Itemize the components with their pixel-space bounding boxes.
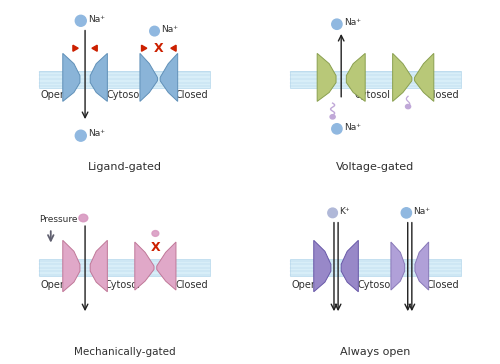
Polygon shape xyxy=(160,54,178,102)
Polygon shape xyxy=(142,45,147,51)
Polygon shape xyxy=(391,242,404,290)
Polygon shape xyxy=(63,240,80,292)
Text: K⁺: K⁺ xyxy=(339,207,350,215)
Ellipse shape xyxy=(406,104,410,109)
Text: Cytosol: Cytosol xyxy=(354,90,390,99)
Polygon shape xyxy=(414,54,434,102)
Polygon shape xyxy=(171,45,176,51)
Polygon shape xyxy=(63,54,80,102)
Polygon shape xyxy=(392,54,412,102)
Ellipse shape xyxy=(79,214,88,222)
Polygon shape xyxy=(415,242,428,290)
Circle shape xyxy=(150,26,160,36)
Circle shape xyxy=(328,208,338,218)
Polygon shape xyxy=(314,240,331,292)
Ellipse shape xyxy=(152,230,159,236)
Text: Na⁺: Na⁺ xyxy=(344,123,361,132)
Text: Na⁺: Na⁺ xyxy=(344,18,361,27)
Text: Closed: Closed xyxy=(427,90,460,99)
Text: Na⁺: Na⁺ xyxy=(161,25,178,34)
Polygon shape xyxy=(346,54,365,102)
Text: Open: Open xyxy=(40,90,66,99)
Polygon shape xyxy=(157,242,176,290)
Bar xyxy=(290,259,461,276)
Text: Na⁺: Na⁺ xyxy=(88,15,105,24)
Polygon shape xyxy=(135,242,154,290)
Polygon shape xyxy=(73,45,78,51)
Text: Closed: Closed xyxy=(176,90,208,99)
Text: Cytosol: Cytosol xyxy=(106,90,142,99)
Bar xyxy=(290,71,461,88)
Text: X: X xyxy=(154,42,164,55)
Text: Open: Open xyxy=(292,280,318,290)
Text: Closed: Closed xyxy=(427,280,460,290)
Text: Open: Open xyxy=(40,280,66,290)
Text: Cytosol: Cytosol xyxy=(358,280,394,290)
Text: Pressure: Pressure xyxy=(40,215,78,224)
Polygon shape xyxy=(317,54,336,102)
Text: Mechanically-gated: Mechanically-gated xyxy=(74,347,176,357)
Text: Closed: Closed xyxy=(176,280,208,290)
Bar xyxy=(39,71,210,88)
Text: Ligand-gated: Ligand-gated xyxy=(88,162,162,172)
Circle shape xyxy=(332,124,342,134)
Text: Na⁺: Na⁺ xyxy=(88,130,105,138)
Text: Voltage-gated: Voltage-gated xyxy=(336,162,414,172)
Ellipse shape xyxy=(330,115,335,119)
Circle shape xyxy=(76,15,86,26)
Polygon shape xyxy=(140,54,158,102)
Polygon shape xyxy=(90,54,108,102)
Text: Cytosol: Cytosol xyxy=(105,280,141,290)
Circle shape xyxy=(401,208,411,218)
Text: Always open: Always open xyxy=(340,347,410,357)
Circle shape xyxy=(332,19,342,29)
Circle shape xyxy=(76,130,86,141)
Polygon shape xyxy=(92,45,97,51)
Text: Na⁺: Na⁺ xyxy=(413,207,430,215)
Polygon shape xyxy=(341,240,358,292)
Polygon shape xyxy=(90,240,108,292)
Bar xyxy=(39,259,210,276)
Text: X: X xyxy=(150,241,160,254)
